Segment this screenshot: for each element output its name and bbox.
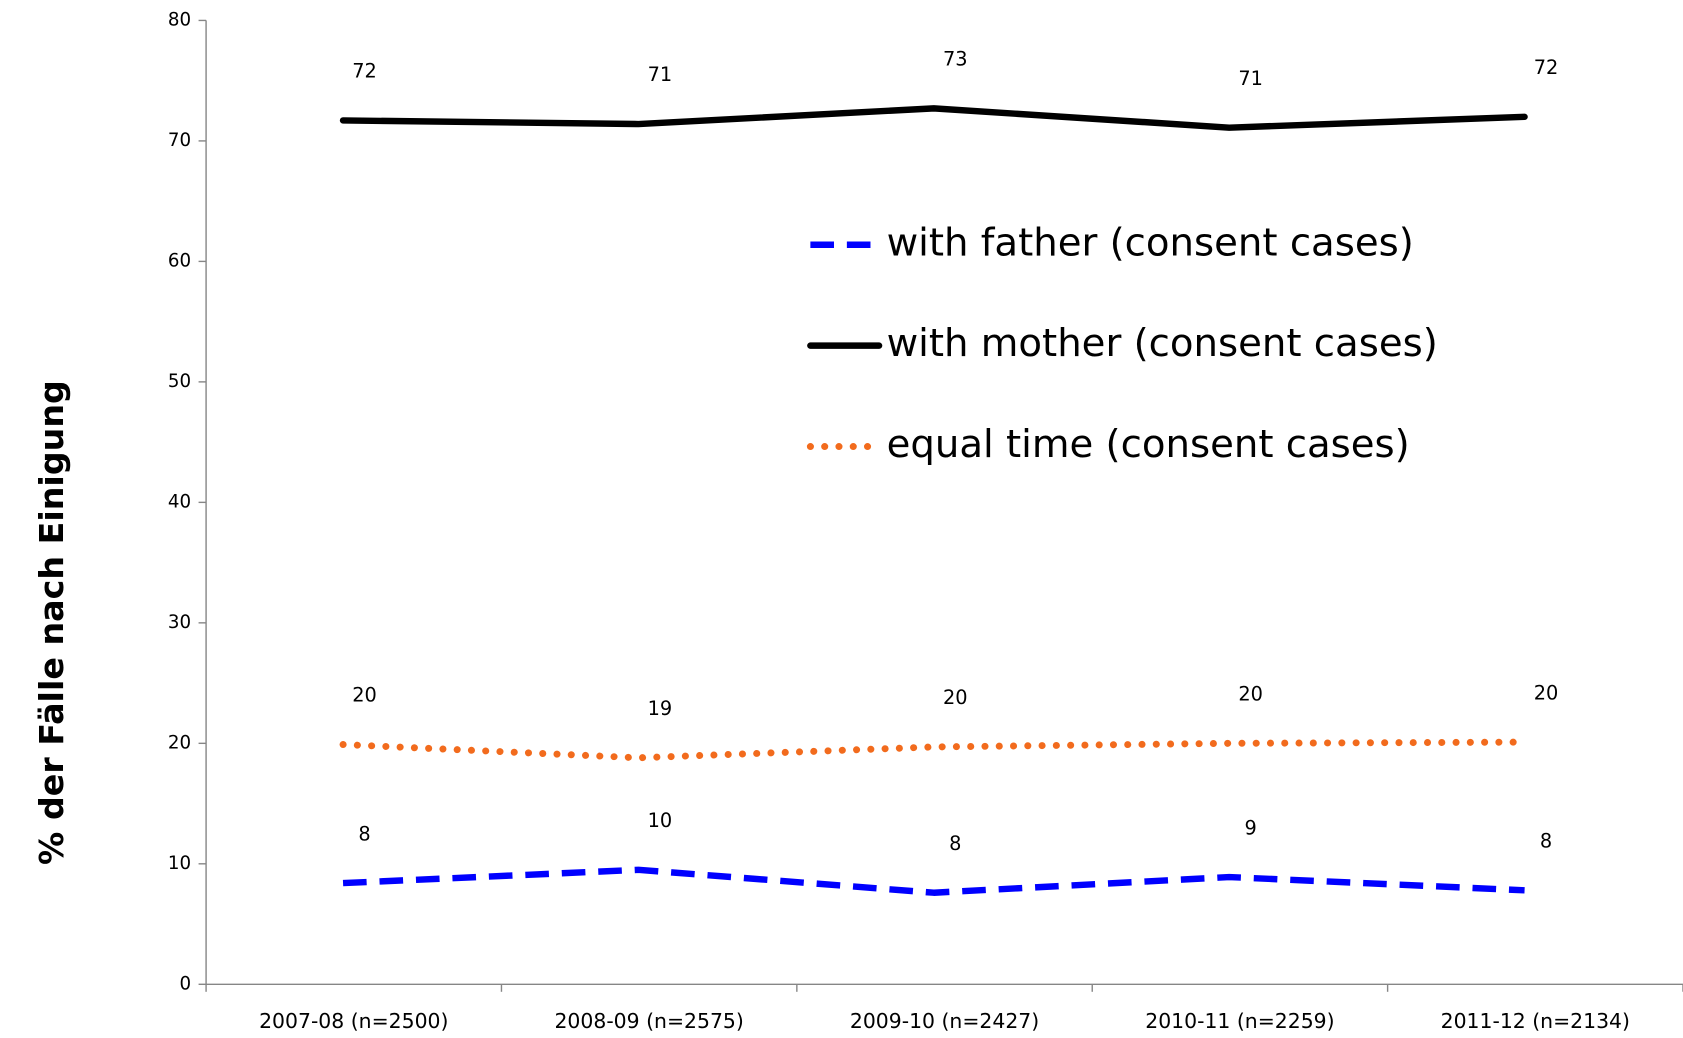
data-label: 73 [943, 48, 968, 71]
y-tick-label: 10 [168, 853, 191, 874]
legend-label: with father (consent cases) [887, 220, 1414, 265]
data-label: 8 [949, 832, 961, 855]
y-tick-label: 30 [168, 612, 191, 633]
y-tick-label: 70 [168, 130, 191, 151]
y-tick-label: 50 [168, 371, 191, 392]
data-label: 20 [943, 686, 968, 709]
x-tick-label: 2007-08 (n=2500) [259, 1009, 448, 1033]
data-label: 72 [1534, 56, 1559, 79]
y-tick-label: 60 [168, 250, 191, 271]
y-tick-label: 40 [168, 491, 191, 512]
data-label: 20 [1534, 681, 1559, 704]
y-tick-label: 80 [168, 9, 191, 30]
x-tick-label: 2011-12 (n=2134) [1441, 1009, 1630, 1033]
data-label: 71 [648, 63, 673, 86]
data-label: 20 [1238, 683, 1263, 706]
data-label: 20 [352, 684, 377, 707]
data-label: 72 [352, 60, 377, 83]
legend-label: with mother (consent cases) [887, 321, 1438, 366]
data-label: 71 [1238, 67, 1263, 90]
series-line [339, 738, 1529, 762]
data-label: 10 [648, 809, 673, 832]
series-line [339, 105, 1528, 131]
data-label: 9 [1245, 816, 1257, 839]
x-tick-label: 2010-11 (n=2259) [1145, 1009, 1334, 1033]
data-label: 19 [648, 697, 673, 720]
series-line [342, 866, 1525, 896]
y-axis-title: % der Fälle nach Einigung [32, 380, 71, 865]
data-label: 8 [358, 822, 370, 845]
legend-label: equal time (consent cases) [887, 422, 1410, 467]
x-tick-label: 2008-09 (n=2575) [554, 1009, 743, 1033]
data-label: 8 [1540, 830, 1552, 853]
y-tick-label: 20 [168, 732, 191, 753]
y-tick-label: 0 [179, 973, 191, 994]
x-tick-label: 2009-10 (n=2427) [850, 1009, 1039, 1033]
